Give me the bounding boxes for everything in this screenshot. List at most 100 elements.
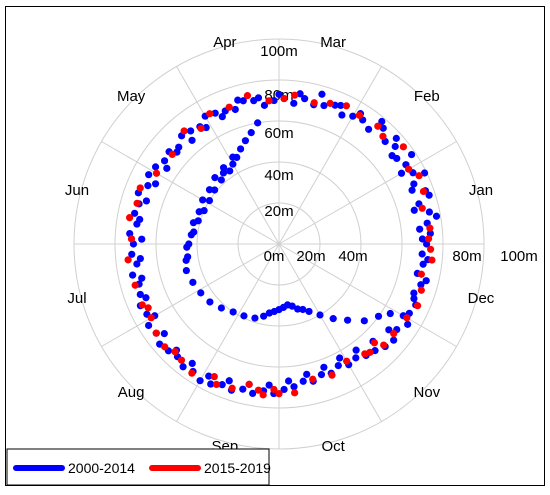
data-point-series-2 (138, 301, 146, 309)
data-point-series-1 (229, 160, 237, 168)
data-point-series-1 (260, 101, 269, 109)
data-point-series-1 (419, 260, 427, 268)
polar-grid (73, 38, 485, 450)
data-point-series-1 (163, 164, 171, 172)
data-point-series-1 (280, 385, 288, 394)
data-point-series-2 (171, 348, 179, 356)
data-point-series-1 (316, 311, 324, 319)
data-point-series-2 (405, 165, 413, 173)
data-point-series-2 (291, 91, 299, 99)
data-point-series-2 (374, 122, 382, 130)
data-point-series-2 (180, 127, 188, 135)
data-point-series-2 (254, 386, 263, 394)
data-point-series-1 (422, 277, 430, 285)
data-point-series-1 (301, 95, 309, 103)
data-point-series-1 (386, 309, 394, 318)
radial-tick-label: 20m (296, 248, 325, 265)
data-point-series-1 (225, 377, 233, 385)
data-point-series-1 (378, 117, 386, 126)
data-point-series-2 (144, 304, 152, 312)
legend-label-series-2: 2015-2019 (204, 460, 271, 476)
radial-tick-label: 40m (264, 167, 293, 184)
data-point-series-2 (197, 124, 205, 133)
data-point-series-1 (219, 164, 228, 172)
chart-frame: 0m20m20m40m40m60m80m80m100m100m JanFebMa… (5, 6, 545, 486)
data-point-series-1 (240, 312, 248, 320)
data-point-series-1 (374, 312, 383, 320)
data-point-series-1 (217, 304, 225, 312)
data-point-series-1 (299, 377, 307, 385)
radial-tick-label: 100m (500, 248, 538, 265)
data-point-series-1 (379, 124, 387, 132)
data-point-series-2 (168, 150, 176, 158)
radial-tick-label: 60m (264, 125, 293, 142)
data-point-series-2 (152, 169, 161, 177)
data-point-series-1 (144, 182, 152, 190)
data-point-series-1 (211, 174, 219, 182)
data-point-series-2 (177, 356, 186, 364)
data-point-series-1 (317, 371, 326, 379)
data-point-series-2 (380, 341, 388, 349)
data-point-series-1 (410, 294, 418, 303)
data-point-series-2 (424, 235, 433, 243)
data-point-series-1 (218, 381, 226, 389)
data-point-series-1 (239, 385, 247, 393)
data-point-series-1 (182, 266, 190, 275)
radial-tick-label: 100m (260, 43, 298, 60)
data-point-series-2 (426, 224, 434, 232)
data-point-series-1 (410, 206, 418, 214)
data-point-series-2 (343, 357, 351, 365)
data-point-series-1 (391, 142, 399, 151)
data-point-series-1 (138, 235, 146, 243)
data-point-series-2 (310, 99, 318, 107)
data-point-series-1 (320, 363, 328, 371)
data-point-series-1 (133, 260, 141, 268)
month-label-apr: Apr (213, 34, 236, 51)
data-point-series-2 (127, 235, 136, 243)
data-point-series-1 (241, 137, 250, 145)
data-point-series-1 (239, 97, 247, 105)
month-label-mar: Mar (320, 34, 346, 51)
data-point-series-2 (124, 256, 132, 264)
data-point-series-2 (326, 99, 334, 107)
data-point-series-1 (145, 321, 153, 330)
data-point-series-2 (225, 103, 233, 111)
data-point-series-1 (410, 180, 418, 188)
month-label-oct: Oct (321, 438, 345, 455)
data-point-series-1 (290, 383, 298, 391)
data-point-series-1 (299, 305, 307, 314)
data-point-series-1 (418, 235, 427, 243)
data-point-series-2 (210, 373, 218, 381)
data-point-series-1 (305, 307, 313, 316)
data-point-series-1 (205, 196, 214, 205)
month-label-aug: Aug (118, 384, 145, 401)
data-point-series-1 (408, 186, 416, 194)
data-point-series-2 (399, 143, 407, 151)
data-point-series-1 (352, 346, 360, 354)
data-point-series-1 (303, 370, 311, 378)
data-point-series-2 (342, 102, 350, 110)
data-point-series-2 (427, 245, 435, 253)
data-point-series-1 (188, 136, 196, 144)
data-point-series-2 (415, 172, 423, 180)
legend-label-series-1: 2000-2014 (68, 460, 135, 476)
data-point-series-1 (343, 316, 352, 324)
data-point-series-2 (161, 343, 169, 351)
data-point-series-1 (179, 363, 187, 371)
data-point-series-2 (417, 286, 425, 294)
grid-spoke (278, 243, 382, 422)
data-point-series-1 (182, 256, 190, 264)
polar-scatter-chart: 0m20m20m40m40m60m80m80m100m100m JanFebMa… (6, 34, 538, 485)
data-point-series-2 (126, 214, 134, 222)
data-point-series-1 (318, 90, 326, 98)
data-point-series-1 (334, 362, 342, 370)
data-point-series-2 (259, 391, 267, 399)
data-point-series-1 (397, 169, 406, 177)
data-point-series-1 (229, 308, 237, 316)
data-point-series-2 (133, 199, 141, 207)
data-point-series-2 (403, 314, 411, 322)
data-point-series-1 (260, 312, 268, 320)
data-point-series-1 (207, 380, 215, 388)
data-point-series-1 (360, 317, 368, 325)
